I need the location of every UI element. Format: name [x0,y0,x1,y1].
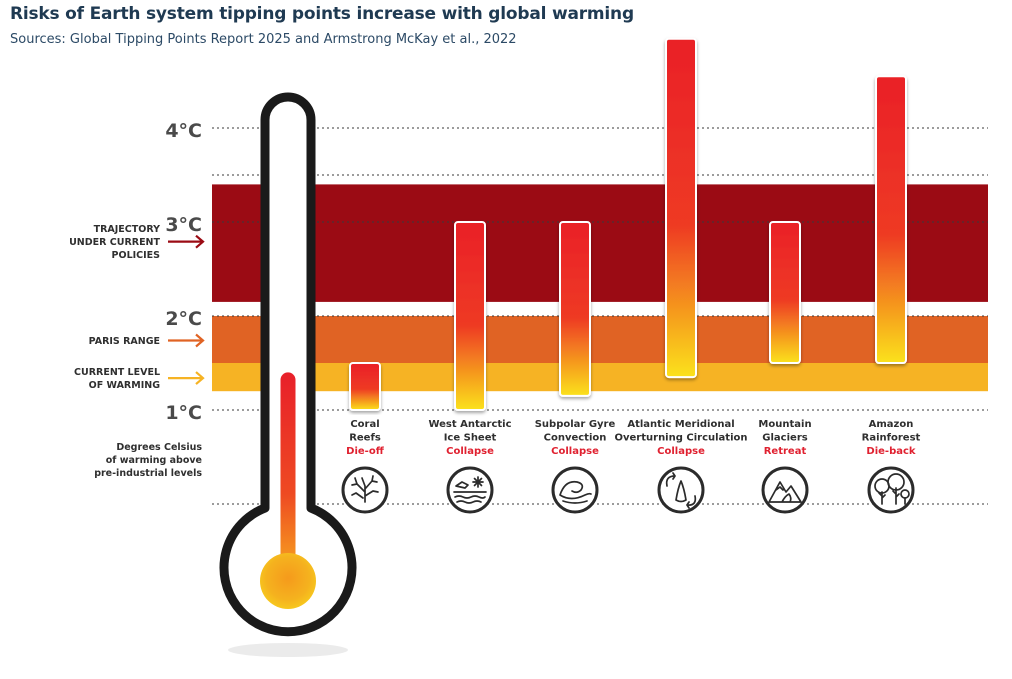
band-label: TRAJECTORY UNDER CURRENT POLICIES [69,224,160,261]
bar-trees [875,75,907,365]
category-label: Coral Reefs [349,419,381,444]
y-tick-label: 4°C [165,120,202,142]
band-label: CURRENT LEVEL OF WARMING [74,367,160,391]
trees-icon [867,466,915,514]
circulation-icon [657,466,705,514]
category-label: Atlantic Meridional Overturning Circulati… [615,419,748,444]
y-tick-label: 3°C [165,214,202,236]
category-label: Amazon Rainforest [862,419,921,444]
y-tick-label: 1°C [165,402,202,424]
category-label: Mountain Glaciers [758,419,811,444]
effect-label: Collapse [657,446,705,457]
bar-mountain [769,221,801,364]
effect-label: Collapse [551,446,599,457]
effect-label: Die-off [346,446,385,457]
band-arrow-head [195,234,205,249]
chart-subtitle: Sources: Global Tipping Points Report 20… [10,32,517,47]
coral-icon [341,466,389,514]
bar-circulation [665,37,697,379]
thermometer-mercury [280,372,296,575]
wave-icon [551,466,599,514]
category-label: Subpolar Gyre Convection [535,419,616,444]
thermometer-outline [219,92,357,637]
band-1 [212,316,988,363]
mountain-icon [761,466,809,514]
bar-ice-sheet [454,221,486,411]
band-arrow-head [195,333,205,348]
bar-coral [349,362,381,411]
effect-label: Collapse [446,446,494,457]
band-0 [212,184,988,302]
bar-wave [559,221,591,397]
band-2 [212,363,988,392]
thermometer-shadow [228,643,348,657]
ice-sheet-icon [446,466,494,514]
band-arrow-head [195,371,205,385]
effect-label: Die-back [866,446,915,457]
y-axis-label: Degrees Celsius of warming above pre-indus… [94,442,202,479]
category-label: West Antarctic Ice Sheet [428,419,511,444]
thermometer-bulb [260,553,316,609]
chart-title: Risks of Earth system tipping points inc… [10,4,634,24]
effect-label: Retreat [764,446,807,457]
band-label: PARIS RANGE [89,336,160,347]
y-tick-label: 2°C [165,308,202,330]
